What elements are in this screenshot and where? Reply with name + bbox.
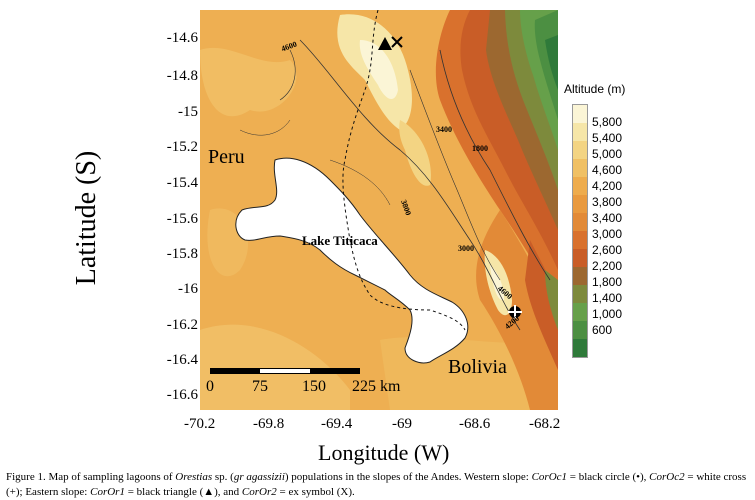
legend-swatch bbox=[573, 249, 587, 267]
legend-swatch bbox=[573, 267, 587, 285]
figure-caption: Figure 1. Map of sampling lagoons of Ore… bbox=[6, 470, 751, 500]
y-tick: -15.6 bbox=[166, 211, 198, 227]
legend-swatch bbox=[573, 339, 587, 357]
contour-label: 3000 bbox=[458, 244, 474, 253]
legend-swatch bbox=[573, 177, 587, 195]
legend-label: 1,800 bbox=[592, 275, 623, 289]
legend-label: 5,000 bbox=[592, 147, 623, 161]
y-tick: -15.8 bbox=[166, 246, 198, 262]
legend-label: 2,200 bbox=[592, 259, 623, 273]
triangle-marker bbox=[378, 37, 392, 50]
y-tick: -14.8 bbox=[166, 68, 198, 84]
y-axis-label: Latitude (S) bbox=[71, 150, 102, 286]
caption-text: = black circle (•), bbox=[567, 471, 650, 483]
contour-label: 1800 bbox=[472, 144, 488, 153]
x-tick: -68.2 bbox=[529, 416, 561, 432]
caption-group: gr agassizii bbox=[233, 471, 285, 483]
caption-site: CorOr2 bbox=[241, 486, 277, 498]
legend-swatch bbox=[573, 141, 587, 159]
scale-label: 75 bbox=[252, 378, 268, 395]
legend-labels: 5,800 5,400 5,000 4,600 4,200 3,800 3,40… bbox=[592, 114, 672, 338]
legend-swatch bbox=[573, 195, 587, 213]
legend-swatch bbox=[573, 285, 587, 303]
label-bolivia: Bolivia bbox=[448, 356, 507, 378]
legend-swatch bbox=[573, 123, 587, 141]
legend-label: 5,800 bbox=[592, 115, 623, 129]
y-tick: -15 bbox=[178, 104, 198, 120]
caption-site: CorOc1 bbox=[531, 471, 568, 483]
lake-titicaca bbox=[235, 157, 469, 364]
y-tick: -14.6 bbox=[166, 30, 198, 46]
caption-text: ) populations in the slopes of the Andes… bbox=[284, 471, 532, 483]
y-tick: -16.4 bbox=[166, 352, 198, 368]
y-tick: -15.2 bbox=[166, 139, 198, 155]
legend-label: 1,400 bbox=[592, 291, 623, 305]
caption-text: Figure 1. Map of sampling lagoons of bbox=[6, 471, 176, 483]
y-tick: -16 bbox=[178, 281, 198, 297]
caption-text: sp. ( bbox=[212, 471, 234, 483]
legend-label: 5,400 bbox=[592, 131, 623, 145]
caption-site: CorOr1 bbox=[90, 486, 125, 498]
altitude-map bbox=[200, 10, 558, 410]
x-tick: -69.8 bbox=[253, 416, 285, 432]
legend-title: Altitude (m) bbox=[564, 82, 626, 96]
legend-swatch bbox=[573, 303, 587, 321]
contour-label: 3400 bbox=[436, 125, 452, 134]
x-tick: -69 bbox=[392, 416, 412, 432]
caption-text: = ex symbol (X). bbox=[276, 486, 355, 498]
legend-swatch bbox=[573, 231, 587, 249]
legend-colorbar bbox=[572, 104, 588, 358]
scale-label: 225 km bbox=[352, 378, 401, 395]
legend-label: 3,800 bbox=[592, 195, 623, 209]
label-lake: Lake Titicaca bbox=[302, 233, 378, 248]
caption-genus: Orestias bbox=[175, 471, 213, 483]
legend-swatch bbox=[573, 213, 587, 231]
scale-label: 0 bbox=[206, 378, 214, 395]
x-marker bbox=[391, 36, 403, 48]
caption-text: = white cross (+); Eastern slope: bbox=[6, 471, 747, 498]
legend-label: 2,600 bbox=[592, 243, 623, 257]
legend-label: 4,600 bbox=[592, 163, 623, 177]
legend-label: 600 bbox=[592, 323, 613, 337]
legend-label: 3,000 bbox=[592, 227, 623, 241]
caption-site: CorOc2 bbox=[649, 471, 685, 483]
y-tick: -16.6 bbox=[166, 387, 198, 403]
legend-swatch bbox=[573, 159, 587, 177]
x-tick: -69.4 bbox=[321, 416, 353, 432]
y-tick: -16.2 bbox=[166, 317, 198, 333]
x-tick: -70.2 bbox=[184, 416, 216, 432]
legend-swatch bbox=[573, 105, 587, 123]
legend-swatch bbox=[573, 321, 587, 339]
cross-marker bbox=[508, 305, 522, 319]
label-peru: Peru bbox=[208, 146, 245, 168]
legend-label: 1,000 bbox=[592, 307, 623, 321]
y-tick: -15.4 bbox=[166, 175, 198, 191]
caption-text: = black triangle (▲), and bbox=[124, 486, 242, 498]
x-axis-label: Longitude (W) bbox=[318, 440, 450, 465]
legend-label: 4,200 bbox=[592, 179, 623, 193]
legend-label: 3,400 bbox=[592, 211, 623, 225]
scale-label: 150 bbox=[302, 378, 326, 395]
x-tick: -68.6 bbox=[459, 416, 491, 432]
